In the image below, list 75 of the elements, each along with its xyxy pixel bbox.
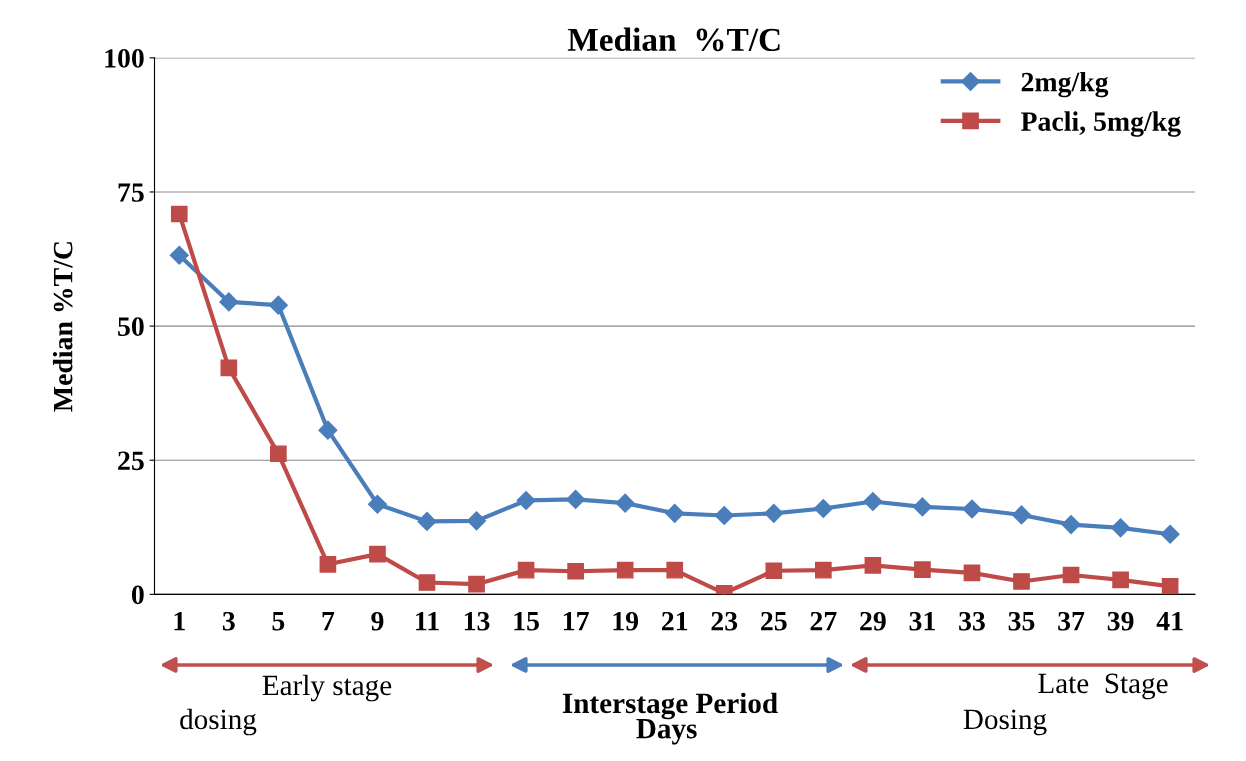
point: [270, 445, 287, 463]
point: [1013, 573, 1030, 590]
point: [863, 491, 883, 512]
point: [467, 511, 487, 531]
point: [468, 575, 485, 593]
point: [1112, 571, 1129, 589]
point: [1161, 577, 1179, 595]
x-tick-label: 5: [272, 612, 285, 631]
point: [517, 561, 535, 579]
text: Interstage Period: [562, 692, 778, 720]
point: [169, 245, 189, 265]
x-tick-label: 33: [959, 611, 985, 631]
point: [864, 557, 882, 574]
point: [418, 574, 436, 591]
legend-label: Pacli, 5mg/kg: [1021, 111, 1181, 137]
point: [1011, 505, 1032, 525]
point: [914, 561, 931, 578]
point: [615, 493, 635, 513]
y-tick-label: 50: [118, 317, 144, 336]
point: [318, 420, 338, 440]
point: [963, 564, 981, 582]
text: Early stage dosing: [180, 674, 392, 736]
point: [714, 505, 734, 526]
point: [912, 497, 932, 517]
x-tick-label: 9: [371, 611, 384, 631]
y-axis-title: Median %T/C: [52, 242, 73, 412]
x-tick-label: 27: [810, 611, 837, 631]
x-tick-label: 31: [909, 611, 935, 631]
y-tick-label: 75: [118, 183, 144, 202]
x-tick-label: 7: [322, 612, 335, 631]
x-tick-label: 13: [464, 611, 490, 631]
text: Late Stage Dosing: [963, 673, 1168, 736]
x-tick-label: 17: [563, 611, 589, 631]
x-tick-label: 23: [711, 611, 738, 631]
point: [813, 498, 833, 519]
point: [566, 489, 586, 509]
point: [1160, 524, 1180, 544]
point: [764, 503, 784, 523]
point: [417, 511, 437, 531]
point: [815, 561, 832, 579]
point: [170, 205, 188, 223]
y-tick-label: 0: [131, 585, 144, 605]
x-tick-label: 25: [761, 611, 787, 631]
point: [962, 499, 982, 519]
x-tick-label: 39: [1107, 611, 1134, 631]
point: [666, 561, 684, 579]
legend-label: 2mg/kg: [1021, 71, 1109, 98]
point: [1062, 566, 1080, 584]
point: [219, 292, 239, 312]
x-tick-label: 41: [1156, 611, 1183, 631]
x-tick-label: 21: [661, 611, 688, 631]
x-tick-label: 11: [416, 611, 439, 631]
point: [369, 545, 386, 563]
y-tick-label: 25: [118, 451, 144, 471]
x-tick-label: 1: [174, 611, 185, 631]
point: [567, 562, 584, 580]
point: [1111, 518, 1131, 538]
point: [268, 295, 288, 315]
point: [220, 359, 238, 377]
point: [319, 555, 337, 573]
x-tick-label: 29: [860, 611, 886, 631]
y-tick-label: 100: [105, 49, 144, 68]
point: [516, 490, 536, 510]
x-tick-label: 35: [1008, 611, 1035, 631]
point: [616, 561, 634, 579]
x-tick-label: 15: [514, 611, 539, 631]
point: [1061, 515, 1081, 535]
x-tick-label: 37: [1058, 611, 1085, 631]
point: [367, 494, 387, 514]
x-tick-label: 3: [222, 611, 235, 631]
x-axis-title: Days: [636, 719, 697, 745]
point: [765, 562, 783, 580]
x-tick-label: 19: [613, 611, 639, 631]
chart-title: Median %T/C: [567, 27, 780, 52]
point: [665, 503, 685, 523]
